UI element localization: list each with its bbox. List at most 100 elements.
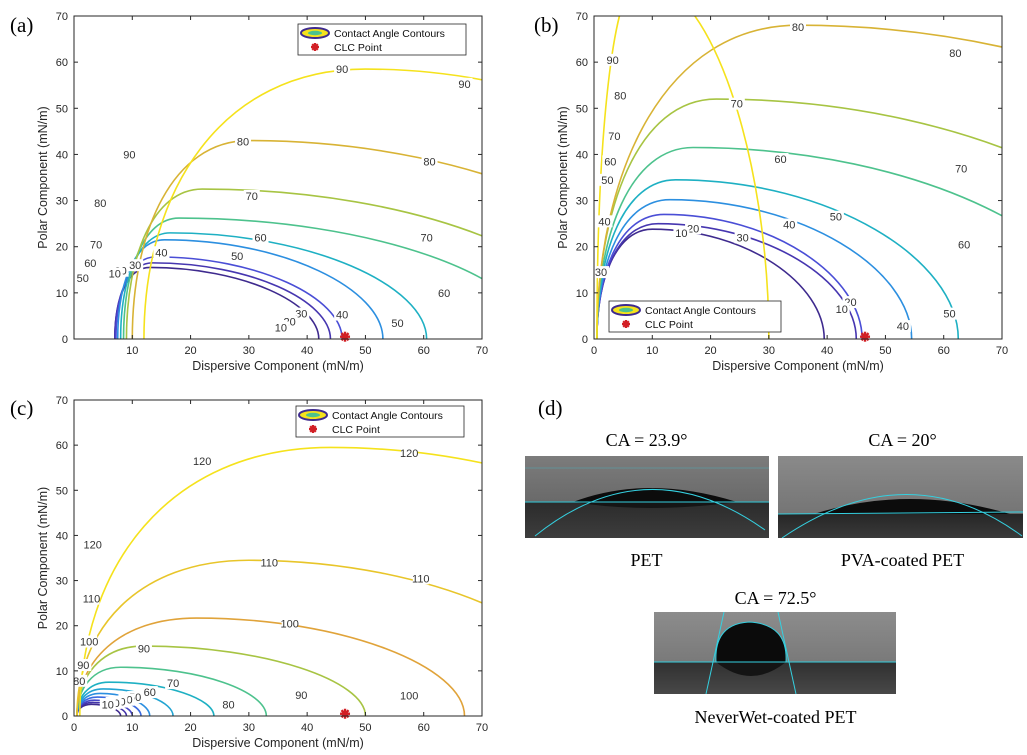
legend: Contact Angle Contours CLC Point bbox=[297, 23, 467, 56]
contour-label-bg bbox=[106, 267, 123, 280]
contour-label-bg bbox=[790, 21, 806, 34]
y-tick-label: 70 bbox=[56, 11, 68, 23]
contour-label-bg bbox=[99, 698, 116, 711]
contour-label: 110 bbox=[260, 558, 278, 570]
pva-droplet-image bbox=[778, 456, 1023, 538]
contour-label-bg bbox=[71, 674, 88, 687]
contour-label: 70 bbox=[246, 191, 258, 203]
x-tick-label: 40 bbox=[821, 345, 833, 357]
y-tick-label: 40 bbox=[576, 149, 588, 161]
contour-label-bg bbox=[92, 196, 109, 209]
x-tick-label: 50 bbox=[359, 722, 371, 734]
x-tick-label: 20 bbox=[704, 345, 716, 357]
contour-label: 10 bbox=[275, 322, 287, 334]
contour-label: 80 bbox=[949, 48, 961, 60]
contour-100 bbox=[76, 617, 466, 716]
contour-120 bbox=[79, 446, 482, 716]
contour-40 bbox=[596, 198, 913, 339]
clc-point bbox=[340, 708, 351, 719]
legend-clc-icon bbox=[311, 43, 319, 51]
axes-box bbox=[73, 15, 483, 340]
photo-panel: CA = 23.9° CA = 20° PET PVA-co bbox=[520, 420, 1027, 755]
contour-90 bbox=[596, 16, 770, 339]
contour-label-bg bbox=[604, 53, 621, 66]
y-tick-label: 10 bbox=[56, 666, 68, 678]
x-axis-label: Dispersive Component (mN/m) bbox=[192, 736, 364, 750]
pva-droplet-photo bbox=[778, 456, 1023, 538]
y-tick-label: 30 bbox=[576, 196, 588, 208]
panel-label-d: (d) bbox=[538, 396, 563, 420]
y-tick-label: 40 bbox=[56, 530, 68, 542]
legend-clc-label: CLC Point bbox=[334, 42, 382, 54]
y-tick-label: 50 bbox=[56, 485, 68, 497]
contour-label: 60 bbox=[144, 687, 156, 699]
contour-label: 80 bbox=[222, 700, 234, 712]
x-tick-label: 10 bbox=[126, 722, 138, 734]
contour-label-bg bbox=[83, 592, 100, 605]
contour-label-bg bbox=[141, 686, 158, 699]
x-tick-label: 0 bbox=[591, 345, 597, 357]
contour-90 bbox=[143, 68, 482, 339]
legend-contour-icon-inner bbox=[619, 307, 633, 313]
contour-40 bbox=[116, 238, 384, 339]
y-axis-label: Polar Component (mN/m) bbox=[36, 487, 50, 629]
contour-label-bg bbox=[252, 231, 269, 244]
legend-contour-label: Contact Angle Contours bbox=[334, 28, 445, 40]
contour-label: 80 bbox=[792, 22, 804, 34]
x-tick-label: 40 bbox=[301, 345, 313, 357]
contour-label-bg bbox=[220, 698, 237, 711]
contour-label: 30 bbox=[595, 267, 607, 279]
y-tick-label: 0 bbox=[62, 334, 68, 346]
contour-label: 60 bbox=[84, 258, 96, 270]
contour-50 bbox=[119, 232, 428, 339]
x-tick-label: 30 bbox=[243, 722, 255, 734]
neverwet-caption: NeverWet-coated PET bbox=[694, 707, 857, 727]
x-tick-label: 70 bbox=[476, 345, 488, 357]
contour-label-bg bbox=[421, 155, 438, 168]
panel-label-a: (a) bbox=[10, 13, 34, 37]
y-tick-label: 60 bbox=[576, 57, 588, 69]
contour-label: 60 bbox=[438, 288, 450, 300]
y-tick-label: 20 bbox=[576, 242, 588, 254]
contour-label: 120 bbox=[193, 456, 211, 468]
y-tick-label: 40 bbox=[56, 149, 68, 161]
contour-label: 30 bbox=[737, 232, 749, 244]
contour-label-bg bbox=[165, 677, 182, 690]
contour-label: 80 bbox=[94, 198, 106, 210]
neverwet-droplet-photo bbox=[654, 612, 896, 694]
contour-label: 50 bbox=[391, 318, 403, 330]
y-tick-label: 50 bbox=[576, 103, 588, 115]
contour-label-bg bbox=[75, 658, 92, 671]
chart-a: 90 90 90 80 80 80 70 70 70 60 60 60 50 50 50 40 40 30 30 20… bbox=[36, 11, 488, 373]
contour-label-bg bbox=[612, 89, 629, 102]
pva-ca-title: CA = 20° bbox=[868, 430, 937, 450]
contour-label: 90 bbox=[77, 660, 89, 672]
contour-label-bg bbox=[334, 63, 351, 76]
panel-label-b: (b) bbox=[534, 13, 559, 37]
contour-label: 40 bbox=[155, 247, 167, 259]
x-tick-label: 70 bbox=[996, 345, 1008, 357]
y-tick-label: 60 bbox=[56, 440, 68, 452]
contour-label-bg bbox=[956, 238, 973, 251]
contour-label: 10 bbox=[102, 699, 114, 711]
contour-label-bg bbox=[953, 162, 970, 175]
y-tick-label: 10 bbox=[56, 288, 68, 300]
contour-80 bbox=[76, 666, 268, 716]
contour-label-bg bbox=[82, 256, 99, 269]
legend-contour-label: Contact Angle Contours bbox=[332, 410, 443, 422]
contour-label-bg bbox=[401, 446, 418, 459]
contour-label-bg bbox=[596, 215, 613, 228]
contour-label: 70 bbox=[955, 163, 967, 175]
chart-b: 90 80 80 80 70 70 70 60 60 60 50 50 50 40 40 40 30 30 20 20… bbox=[556, 11, 1008, 373]
contour-label-bg bbox=[894, 320, 911, 333]
contour-label-bg bbox=[941, 307, 958, 320]
legend-clc-label: CLC Point bbox=[645, 319, 693, 331]
y-tick-label: 60 bbox=[56, 57, 68, 69]
x-tick-label: 60 bbox=[938, 345, 950, 357]
contour-label-bg bbox=[229, 249, 246, 262]
x-tick-label: 30 bbox=[763, 345, 775, 357]
legend-contour-icon-inner bbox=[306, 412, 320, 418]
legend-clc-label: CLC Point bbox=[332, 424, 380, 436]
x-axis-label: Dispersive Component (mN/m) bbox=[192, 359, 364, 373]
